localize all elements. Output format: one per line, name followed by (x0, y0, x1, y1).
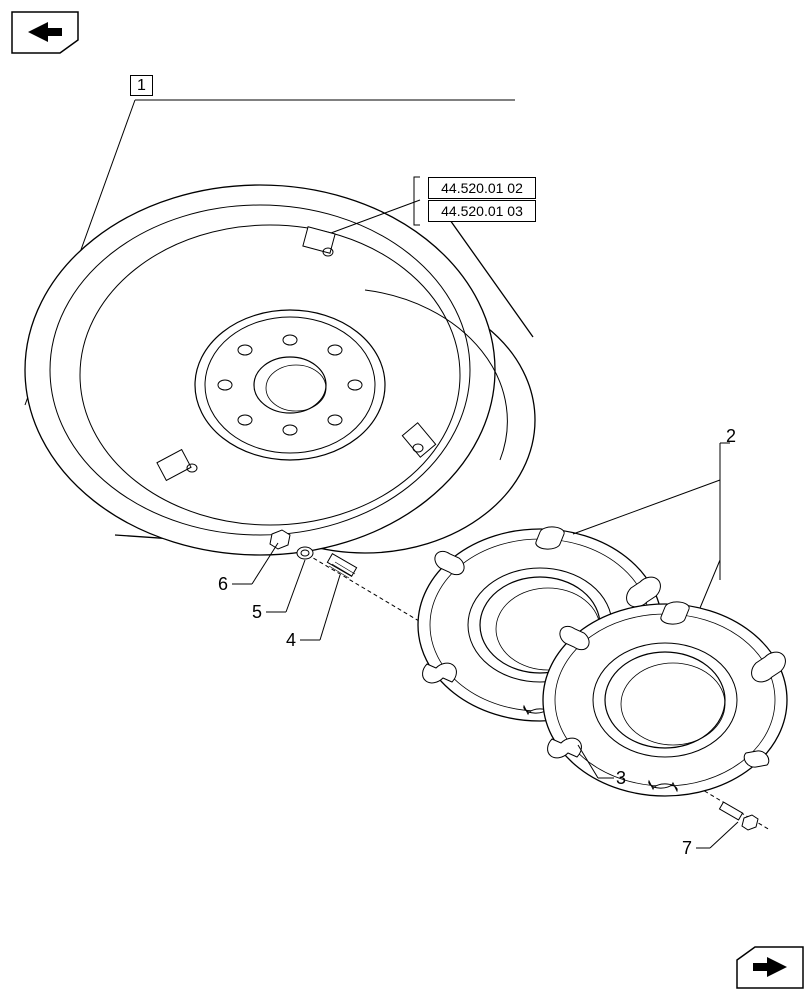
callout-2: 2 (726, 426, 736, 447)
ref-box-2: 44.520.01 03 (428, 200, 536, 222)
callout-4-line (320, 575, 340, 640)
callout-7: 7 (682, 838, 692, 859)
callout-6: 6 (218, 574, 228, 595)
ballast-disc-2 (543, 602, 787, 796)
nav-next-icon[interactable] (735, 945, 805, 990)
callout-7-line (710, 822, 738, 848)
callout-2-line1 (573, 480, 720, 534)
callout-4: 4 (286, 630, 296, 651)
callout-5-line (286, 560, 305, 612)
callout-5: 5 (252, 602, 262, 623)
main-wheel (25, 185, 535, 555)
nav-prev-icon[interactable] (10, 10, 80, 55)
callout-1: 1 (130, 74, 153, 95)
callout-1-text: 1 (130, 75, 153, 96)
callout-3: 3 (616, 768, 626, 789)
ref-box-1: 44.520.01 02 (428, 177, 536, 199)
callout-2-line2 (700, 560, 720, 608)
bolt-7 (719, 802, 758, 830)
